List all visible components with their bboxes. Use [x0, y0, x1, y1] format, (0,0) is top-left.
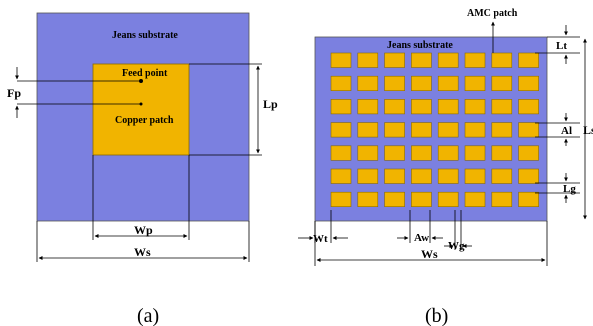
amc-unit-cell — [330, 52, 352, 68]
amc-unit-cell — [518, 145, 539, 161]
amc-unit-cell — [464, 52, 486, 68]
amc-unit-cell — [411, 75, 432, 91]
amc-unit-cell — [437, 122, 459, 138]
amc-unit-cell — [411, 99, 432, 115]
amc-unit-cell — [357, 75, 379, 91]
fp-label: Fp — [7, 86, 21, 100]
wp-label: Wp — [134, 223, 153, 237]
amc-unit-cell — [330, 191, 352, 207]
aw-label: Aw — [414, 232, 429, 244]
amc-unit-cell — [330, 122, 352, 138]
lg-label: Lg — [563, 183, 576, 195]
amc-unit-cell — [491, 168, 513, 184]
amc-unit-cell — [518, 168, 539, 184]
feed-point-label: Feed point — [122, 68, 168, 79]
amc-unit-cell — [491, 75, 513, 91]
amc-unit-cell — [357, 145, 379, 161]
amc-unit-cell — [384, 122, 405, 138]
amc-unit-cell — [384, 168, 405, 184]
figure-a: Jeans substrate Feed point Copper patch … — [7, 12, 278, 326]
amc-unit-cell — [411, 52, 432, 68]
caption-a: (a) — [137, 305, 159, 326]
amc-grid — [330, 52, 539, 207]
amc-unit-cell — [491, 145, 513, 161]
amc-unit-cell — [464, 145, 486, 161]
lp-label: Lp — [263, 97, 278, 111]
amc-unit-cell — [518, 99, 539, 115]
amc-unit-cell — [330, 168, 352, 184]
amc-unit-cell — [464, 191, 486, 207]
amc-unit-cell — [464, 168, 486, 184]
amc-unit-cell — [384, 191, 405, 207]
ls-label: Ls — [583, 123, 593, 137]
amc-unit-cell — [357, 191, 379, 207]
amc-unit-cell — [384, 75, 405, 91]
ws-label-b: Ws — [421, 247, 438, 261]
amc-unit-cell — [518, 122, 539, 138]
amc-unit-cell — [330, 75, 352, 91]
amc-unit-cell — [491, 52, 513, 68]
amc-unit-cell — [491, 191, 513, 207]
amc-unit-cell — [437, 145, 459, 161]
substrate-label-a: Jeans substrate — [112, 30, 178, 41]
amc-unit-cell — [411, 168, 432, 184]
amc-unit-cell — [437, 52, 459, 68]
amc-unit-cell — [411, 191, 432, 207]
amc-unit-cell — [330, 99, 352, 115]
substrate-label-b: Jeans substrate — [387, 40, 453, 51]
caption-b: (b) — [425, 305, 448, 326]
amc-unit-cell — [384, 145, 405, 161]
amc-unit-cell — [411, 145, 432, 161]
feed-point-dot — [139, 79, 143, 83]
ws-label-a: Ws — [134, 245, 151, 259]
amc-unit-cell — [357, 99, 379, 115]
amc-unit-cell — [330, 145, 352, 161]
patch-center-dot — [139, 102, 143, 106]
amc-unit-cell — [518, 191, 539, 207]
amc-unit-cell — [437, 99, 459, 115]
amc-unit-cell — [464, 99, 486, 115]
amc-unit-cell — [437, 191, 459, 207]
figure-b: Jeans substrate AMC patch Lt Ls Al Lg Wt — [298, 8, 593, 326]
lt-label: Lt — [556, 40, 567, 52]
amc-unit-cell — [518, 75, 539, 91]
amc-unit-cell — [357, 168, 379, 184]
amc-unit-cell — [357, 122, 379, 138]
amc-unit-cell — [384, 52, 405, 68]
wt-label: Wt — [313, 233, 328, 245]
amc-unit-cell — [437, 75, 459, 91]
amc-unit-cell — [384, 99, 405, 115]
amc-unit-cell — [518, 52, 539, 68]
amc-unit-cell — [357, 52, 379, 68]
amc-unit-cell — [464, 75, 486, 91]
copper-patch-label: Copper patch — [115, 115, 174, 126]
amc-unit-cell — [464, 122, 486, 138]
amc-unit-cell — [411, 122, 432, 138]
al-label: Al — [561, 125, 572, 137]
amc-unit-cell — [491, 122, 513, 138]
amc-unit-cell — [491, 99, 513, 115]
wg-label: Wg — [448, 240, 465, 252]
amc-unit-cell — [437, 168, 459, 184]
amc-patch-label: AMC patch — [467, 8, 518, 19]
